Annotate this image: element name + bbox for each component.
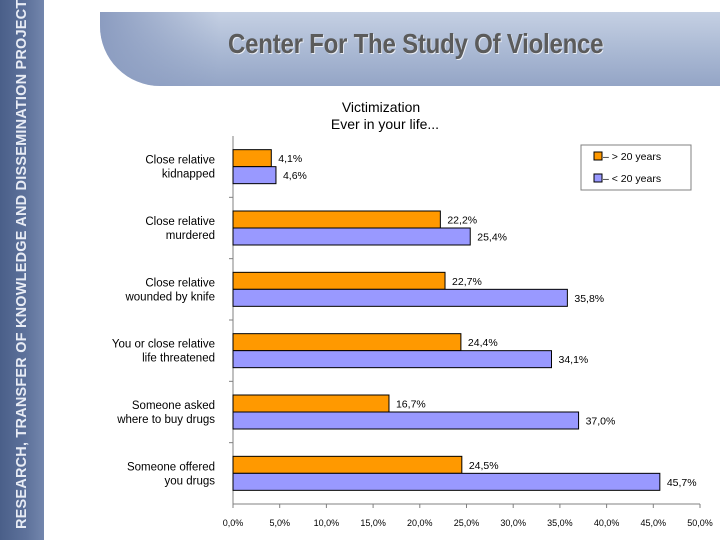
bar	[232, 271, 446, 290]
data-label: 4,1%	[278, 153, 302, 165]
x-tick-label: 25,0%	[454, 518, 480, 528]
data-label: 34,1%	[558, 354, 588, 366]
page-title: Center For The Study Of Violence	[228, 28, 604, 59]
legend-swatch	[593, 151, 603, 161]
x-tick-label: 20,0%	[407, 518, 433, 528]
bar	[232, 166, 277, 185]
header-banner	[44, 0, 720, 92]
chart-title: Victimization	[342, 99, 420, 115]
bar	[232, 333, 462, 352]
data-label: 24,4%	[468, 337, 498, 349]
data-label: 25,4%	[477, 232, 507, 244]
bar	[232, 149, 272, 168]
category-label: murdered	[166, 230, 215, 242]
data-label: 16,7%	[396, 399, 426, 411]
category-label: Close relative	[145, 277, 215, 289]
category-label: Someone asked	[132, 400, 215, 412]
bar	[232, 455, 463, 474]
data-label: 35,8%	[574, 293, 604, 305]
legend: – > 20 years – < 20 years	[580, 144, 692, 191]
bar	[232, 411, 580, 430]
x-tick-label: 50,0%	[687, 518, 713, 528]
bar	[232, 288, 568, 307]
bar	[232, 350, 552, 369]
data-label: 37,0%	[586, 416, 616, 428]
data-label: 4,6%	[283, 170, 307, 182]
bar	[232, 210, 441, 229]
bar	[232, 394, 390, 413]
sidebar-band: RESEARCH, TRANSFER OF KNOWLEDGE AND DISS…	[0, 0, 44, 540]
x-tick-label: 30,0%	[500, 518, 526, 528]
x-tick-label: 15,0%	[360, 518, 386, 528]
category-label: Close relative	[145, 216, 215, 228]
category-label: You or close relative	[112, 339, 215, 351]
x-tick-label: 40,0%	[594, 518, 620, 528]
x-tick-label: 35,0%	[547, 518, 573, 528]
data-label: 22,2%	[447, 215, 477, 227]
x-tick-label: 5,0%	[269, 518, 290, 528]
x-tick-label: 0,0%	[223, 518, 244, 528]
x-tick-label: 45,0%	[641, 518, 667, 528]
category-label: Someone offered	[127, 461, 215, 473]
bar	[232, 472, 661, 491]
category-label: kidnapped	[162, 169, 215, 181]
category-label: life threatened	[142, 353, 215, 365]
legend-label: – < 20 years	[603, 173, 661, 185]
plot-area: 0,0% 5,0% 10,0% 15,0% 20,0% 25,0% 30,0% 35,0% 40…	[112, 136, 713, 528]
legend-swatch	[593, 173, 603, 183]
data-label: 45,7%	[667, 477, 697, 489]
bar	[232, 227, 471, 246]
category-label: you drugs	[164, 475, 215, 487]
category-label: wounded by knife	[124, 291, 215, 303]
x-tick-label: 10,0%	[314, 518, 340, 528]
chart-subtitle: Ever in your life...	[331, 116, 439, 132]
data-label: 22,7%	[452, 276, 482, 288]
legend-label: – > 20 years	[603, 151, 661, 163]
data-label: 24,5%	[469, 460, 499, 472]
category-label: Close relative	[145, 155, 215, 167]
category-label: where to buy drugs	[116, 414, 215, 426]
